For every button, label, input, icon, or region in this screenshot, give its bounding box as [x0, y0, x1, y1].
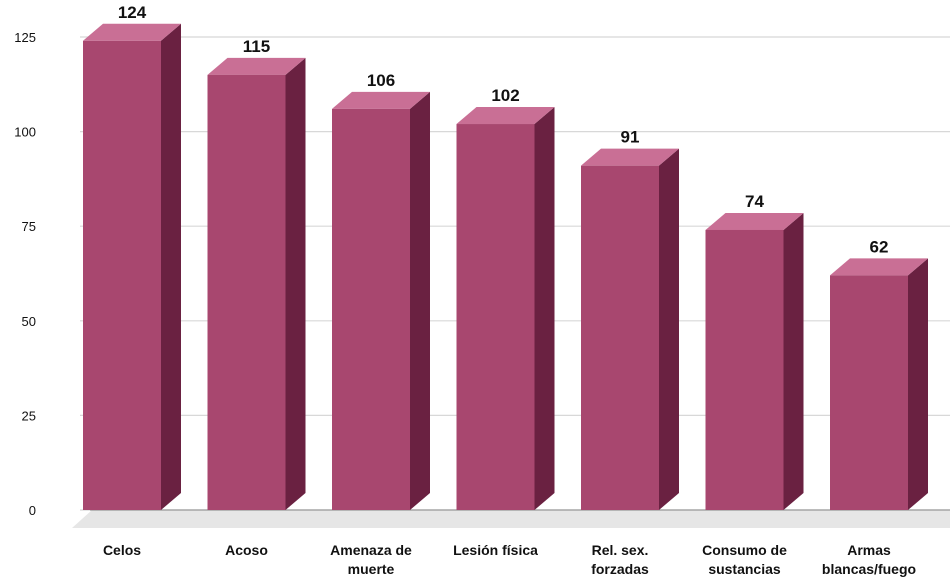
- bar: [830, 258, 928, 510]
- bar-front: [581, 165, 659, 510]
- bar-top: [830, 258, 928, 276]
- data-label: 115: [243, 37, 270, 56]
- bar-side: [285, 57, 306, 511]
- bar-side: [534, 107, 555, 511]
- bar: [332, 91, 430, 511]
- bar-top: [581, 148, 679, 166]
- y-tick-label: 25: [22, 408, 36, 423]
- y-tick-label: 125: [14, 30, 36, 45]
- bar-front: [456, 124, 535, 511]
- y-tick-label: 0: [29, 503, 36, 518]
- chart-floor: [72, 510, 950, 528]
- bar-top: [332, 91, 430, 109]
- bar-front: [83, 40, 161, 511]
- bar: [83, 23, 181, 511]
- y-tick-label: 50: [22, 314, 36, 329]
- bar: [705, 212, 804, 510]
- x-tick-label: Armas blancas/fuego: [822, 542, 916, 577]
- x-tick-label: Lesión física: [453, 542, 538, 558]
- bar-front: [207, 74, 286, 510]
- data-label: 74: [745, 192, 764, 211]
- bar-side: [908, 258, 928, 510]
- bar-front: [332, 108, 410, 511]
- bar: [456, 107, 555, 511]
- bar-front: [830, 275, 908, 510]
- bar-top: [207, 57, 306, 75]
- data-label: 124: [118, 3, 147, 22]
- x-tick-label: Celos: [103, 542, 141, 558]
- x-tick-label: Acoso: [225, 542, 268, 558]
- bar-side: [410, 91, 430, 511]
- bar-top: [705, 212, 804, 230]
- y-tick-label: 100: [14, 125, 36, 140]
- bar: [581, 148, 679, 510]
- data-label: 91: [621, 128, 640, 147]
- y-tick-label: 75: [22, 219, 36, 234]
- bar-side: [659, 148, 679, 510]
- x-tick-label: Rel. sex. forzadas: [591, 542, 649, 577]
- data-label: 102: [491, 86, 519, 105]
- bar-front: [705, 229, 784, 510]
- x-tick-label: Consumo de sustancias: [702, 542, 787, 577]
- data-label: 106: [367, 71, 395, 90]
- bar-top: [83, 23, 181, 41]
- bar-side: [161, 23, 181, 511]
- bar-side: [783, 212, 804, 510]
- data-label: 62: [870, 237, 889, 256]
- x-tick-label: Amenaza de muerte: [330, 542, 412, 577]
- bar-top: [456, 107, 555, 125]
- bar: [207, 57, 306, 511]
